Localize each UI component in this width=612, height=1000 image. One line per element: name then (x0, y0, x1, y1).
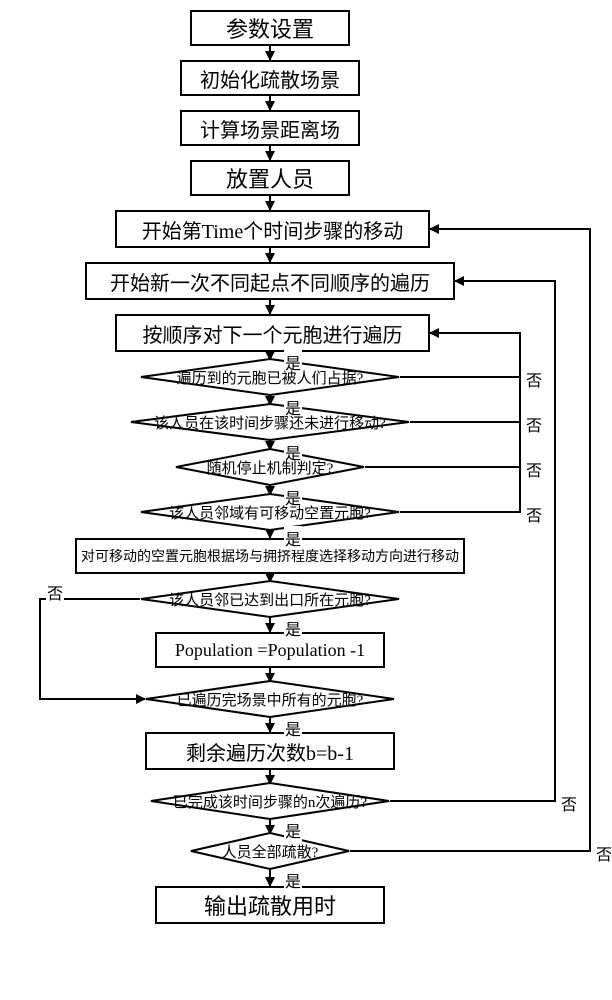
decision-box: 已完成该时间步骤的n次遍历? (150, 782, 390, 820)
process-box: 开始第Time个时间步骤的移动 (115, 210, 430, 248)
decision-label: 遍历到的元胞已被人们占据? (177, 367, 364, 388)
decision-label: 该人员邻已达到出口所在元胞? (169, 589, 371, 610)
edge-label: 是 (284, 868, 302, 892)
decision-label: 该人员邻域有可移动空置元胞? (169, 502, 371, 523)
process-label: 剩余遍历次数b=b-1 (186, 737, 354, 766)
edge-label: 否 (46, 580, 64, 604)
edge-label: 是 (284, 526, 302, 550)
process-label: 对可移动的空置元胞根据场与拥挤程度选择移动方向进行移动 (81, 546, 459, 566)
decision-box: 遍历到的元胞已被人们占据? (140, 358, 400, 396)
decision-label: 已完成该时间步骤的n次遍历? (173, 791, 367, 812)
process-label: 初始化疏散场景 (200, 64, 340, 93)
process-box: 开始新一次不同起点不同顺序的遍历 (85, 262, 455, 300)
process-box: 参数设置 (190, 10, 350, 46)
decision-box: 人员全部疏散? (190, 832, 350, 870)
edge-label: 否 (525, 367, 543, 391)
edge-label: 否 (525, 502, 543, 526)
decision-box: 该人员邻域有可移动空置元胞? (140, 493, 400, 531)
edge-label: 否 (595, 841, 612, 865)
process-label: 放置人员 (226, 162, 314, 194)
process-box: 输出疏散用时 (155, 886, 385, 924)
decision-box: 该人员邻已达到出口所在元胞? (140, 580, 400, 618)
process-box: 初始化疏散场景 (180, 60, 360, 96)
process-box: 按顺序对下一个元胞进行遍历 (115, 314, 430, 352)
process-label: 开始第Time个时间步骤的移动 (142, 215, 404, 244)
edge-label: 否 (525, 412, 543, 436)
decision-box: 该人员在该时间步骤还未进行移动? (130, 403, 410, 441)
process-label: 按顺序对下一个元胞进行遍历 (143, 319, 403, 348)
edge-label: 否 (525, 457, 543, 481)
edge-label: 是 (284, 716, 302, 740)
process-box: 放置人员 (190, 160, 350, 196)
process-box: 剩余遍历次数b=b-1 (145, 732, 395, 770)
decision-label: 随机停止机制判定? (207, 457, 334, 478)
process-label: 参数设置 (226, 12, 314, 44)
flowchart-canvas: 参数设置初始化疏散场景计算场景距离场放置人员开始第Time个时间步骤的移动开始新… (0, 0, 612, 1000)
edge-label: 是 (284, 616, 302, 640)
decision-label: 该人员在该时间步骤还未进行移动? (154, 412, 386, 433)
process-box: 计算场景距离场 (180, 110, 360, 146)
process-box: Population =Population -1 (155, 632, 385, 668)
decision-label: 人员全部疏散? (222, 841, 319, 862)
process-label: Population =Population -1 (175, 640, 365, 661)
edge-label: 否 (560, 791, 578, 815)
process-label: 开始新一次不同起点不同顺序的遍历 (110, 267, 430, 296)
decision-box: 随机停止机制判定? (175, 448, 365, 486)
edge-label: 是 (284, 818, 302, 842)
process-label: 输出疏散用时 (204, 889, 336, 921)
process-box: 对可移动的空置元胞根据场与拥挤程度选择移动方向进行移动 (75, 538, 465, 574)
decision-box: 已遍历完场景中所有的元胞? (145, 680, 395, 718)
process-label: 计算场景距离场 (200, 114, 340, 143)
decision-label: 已遍历完场景中所有的元胞? (177, 689, 364, 710)
